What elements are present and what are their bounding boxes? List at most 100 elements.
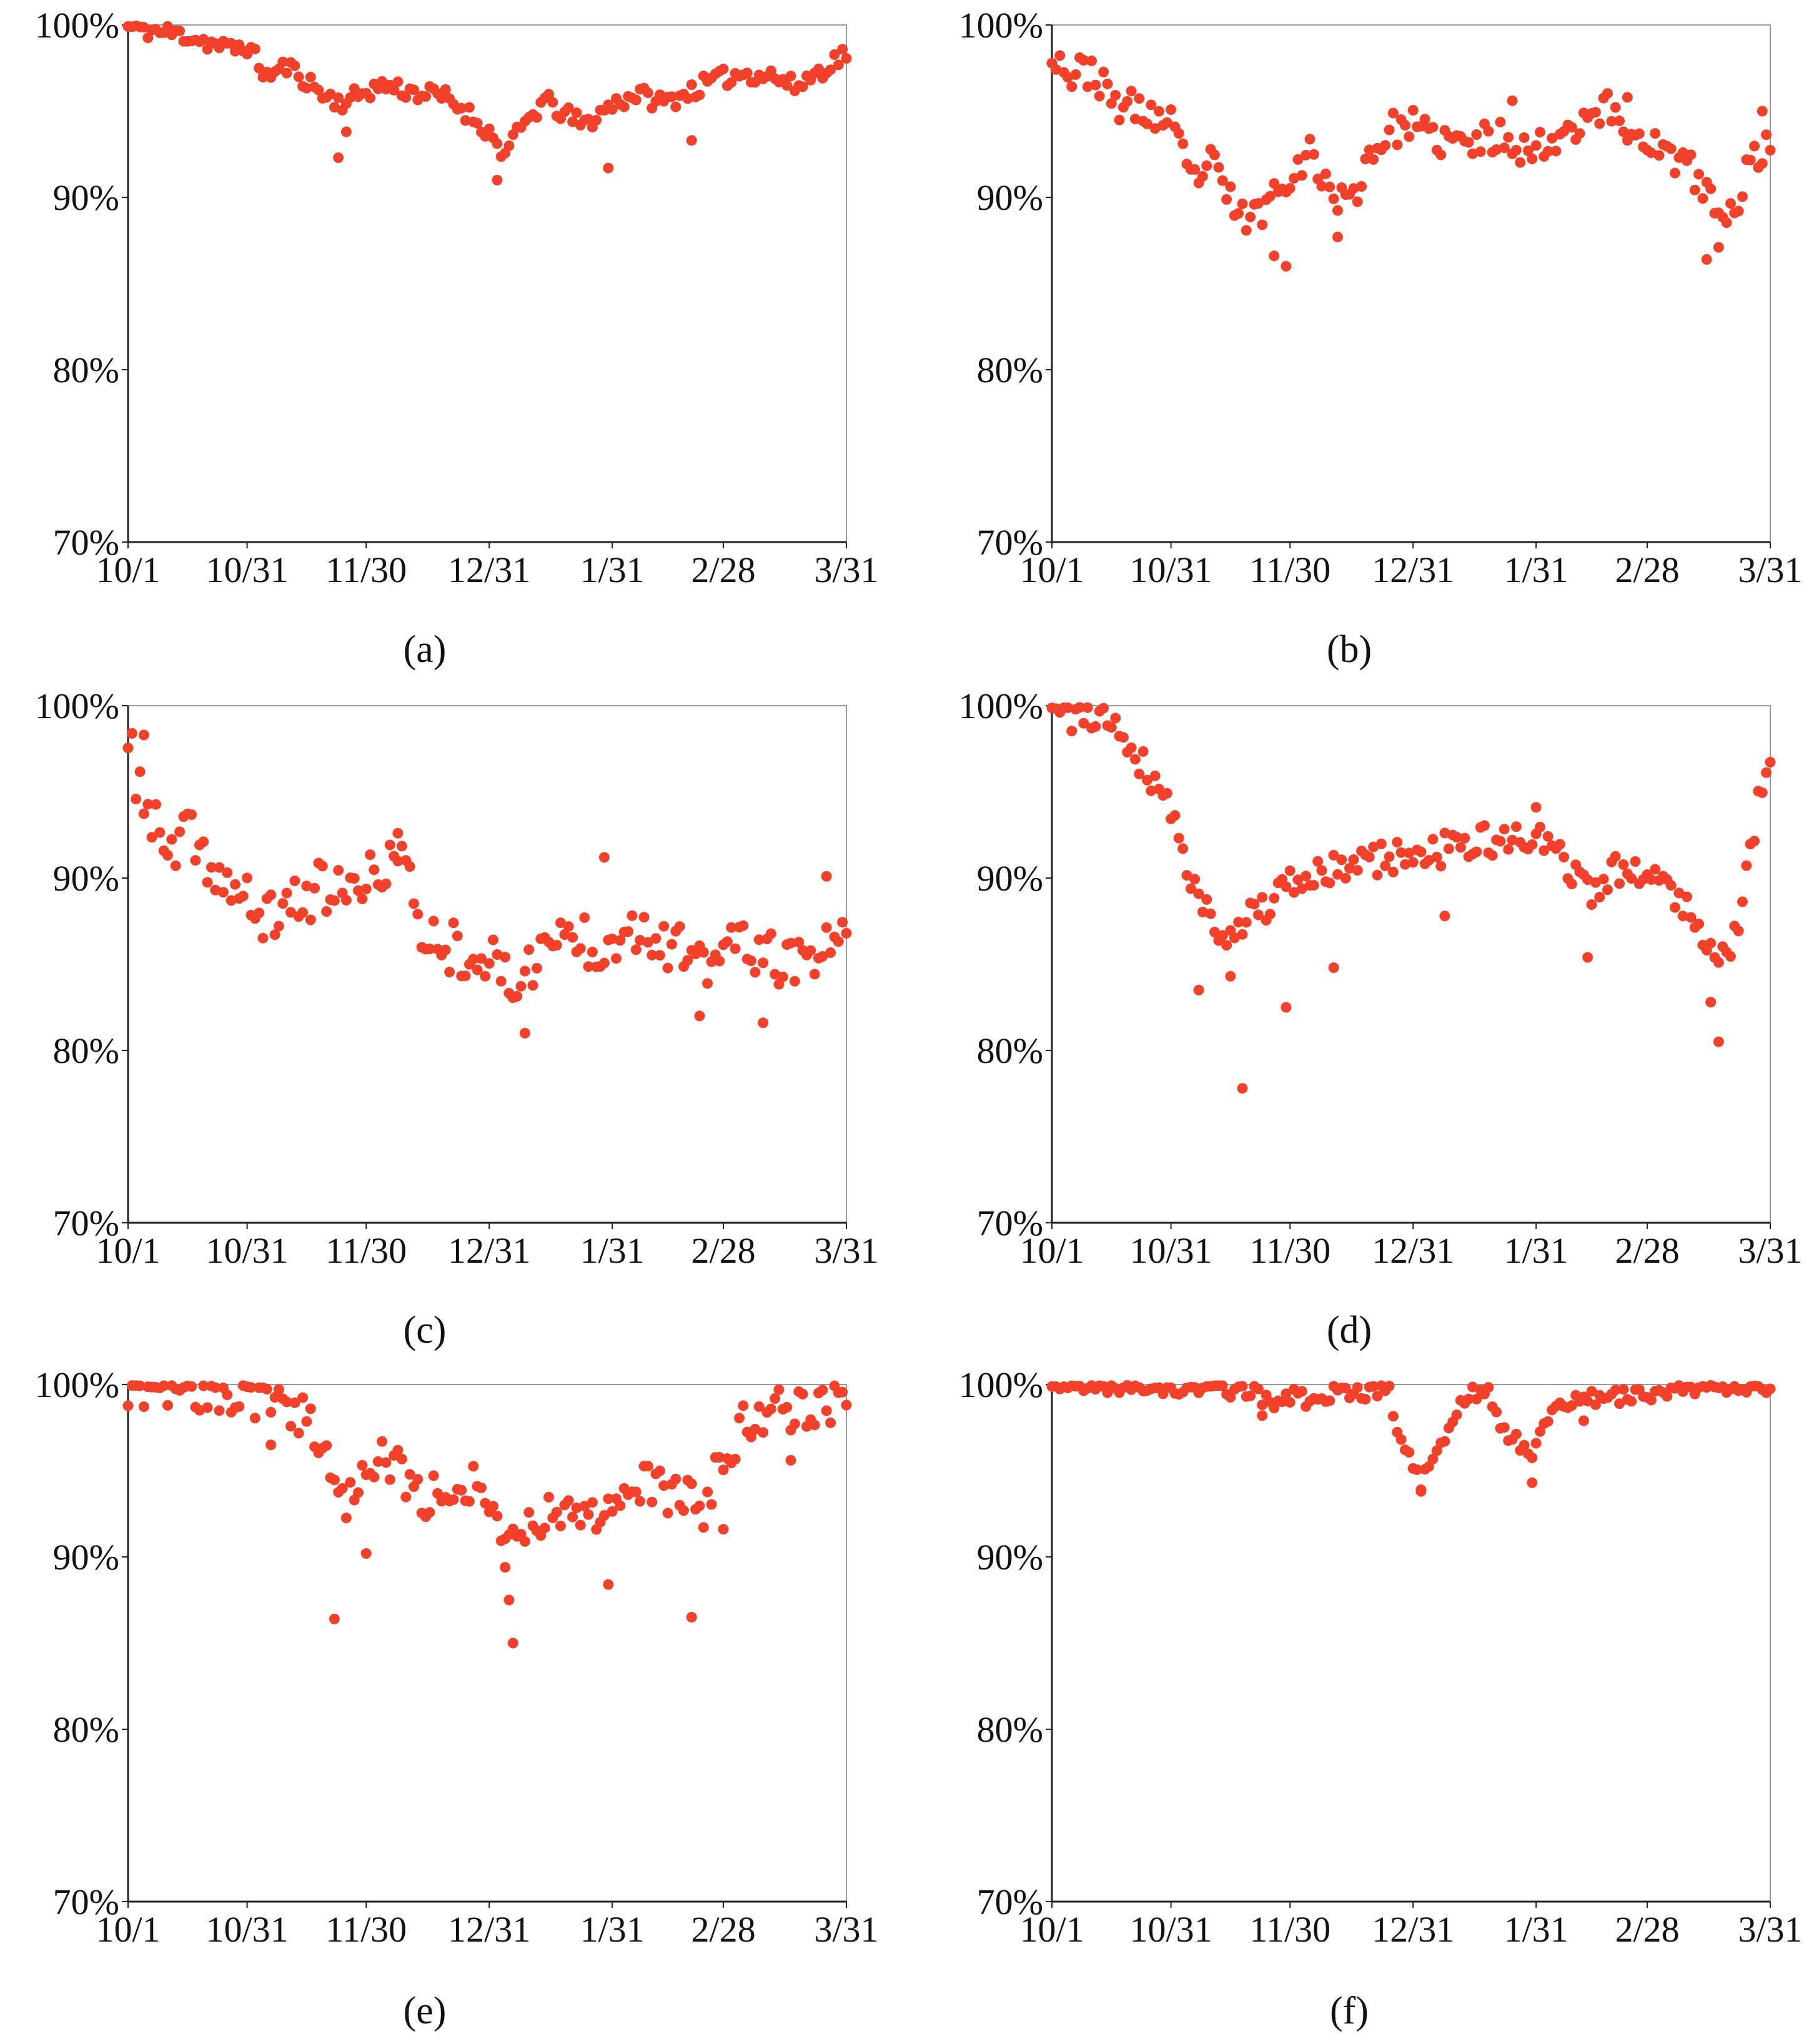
data-point (1082, 81, 1093, 92)
data-point (483, 958, 495, 969)
data-point (583, 114, 594, 125)
data-point (1066, 726, 1078, 737)
data-point (1173, 128, 1184, 139)
data-point (1264, 909, 1276, 920)
data-point (254, 907, 265, 919)
y-tick-label: 100% (959, 686, 1043, 726)
data-point (789, 975, 800, 987)
data-point (1633, 128, 1645, 139)
data-point (519, 1027, 530, 1039)
data-point (817, 951, 828, 962)
data-point (269, 929, 280, 941)
data-point (1677, 911, 1688, 922)
data-point (1665, 880, 1677, 891)
x-tick-label: 10/1 (96, 550, 160, 590)
data-point (463, 1496, 475, 1507)
data-point (1241, 917, 1252, 928)
y-tick-label: 70% (977, 522, 1043, 563)
data-point (1301, 149, 1312, 160)
data-point (765, 65, 776, 76)
data-point (1134, 768, 1145, 779)
x-tick-label: 10/31 (206, 1230, 289, 1271)
data-point (706, 1499, 717, 1510)
data-point (1328, 849, 1339, 861)
data-point (1606, 116, 1617, 127)
data-point (598, 957, 610, 969)
data-point (472, 117, 483, 129)
data-point (575, 943, 586, 954)
x-tick-label: 2/28 (691, 550, 755, 590)
data-point (730, 943, 741, 954)
x-tick-label: 1/31 (1504, 550, 1569, 590)
data-point (1713, 1036, 1724, 1047)
data-point (1360, 1394, 1371, 1405)
data-point (476, 1483, 487, 1493)
data-point (635, 1496, 646, 1507)
data-point (273, 921, 284, 932)
data-point (694, 89, 705, 101)
data-point (1142, 774, 1152, 786)
data-point (714, 1452, 725, 1463)
data-point (400, 1491, 412, 1503)
data-point (753, 934, 765, 945)
data-point (500, 952, 511, 963)
data-point (1308, 880, 1319, 891)
data-point (1252, 198, 1264, 209)
data-point (1316, 180, 1327, 192)
data-point (1237, 198, 1248, 209)
data-point (583, 1509, 594, 1520)
data-point (428, 916, 439, 927)
data-point (1459, 832, 1470, 844)
data-point (357, 893, 368, 904)
data-point (1713, 957, 1724, 968)
data-point (539, 1523, 550, 1534)
data-point (519, 1536, 530, 1547)
data-point (1110, 713, 1121, 724)
data-point (313, 84, 324, 96)
data-point (829, 49, 840, 60)
data-point (1618, 1384, 1629, 1395)
data-point (1149, 770, 1161, 781)
data-point (1336, 854, 1347, 866)
panel-a: (a) 70% 80% 90% 100% 10/1 10/31 11/30 12/31 1/31… (35, 5, 879, 671)
panel-label: (e) (404, 1990, 447, 2032)
data-point (222, 1390, 233, 1400)
data-point (1499, 824, 1510, 835)
data-point (1614, 1398, 1625, 1410)
data-point (797, 1388, 808, 1400)
data-point (721, 936, 733, 947)
data-point (329, 1474, 340, 1486)
data-point (825, 64, 836, 76)
data-point (1566, 122, 1577, 133)
data-point (567, 116, 578, 127)
data-point (460, 970, 471, 982)
data-point (122, 1400, 134, 1411)
data-point (1368, 154, 1379, 165)
data-point (249, 1413, 260, 1424)
data-point (658, 921, 670, 932)
data-point (1431, 1445, 1442, 1456)
data-point (365, 92, 376, 104)
data-point (1689, 184, 1700, 195)
data-point (1527, 154, 1538, 164)
data-point (1086, 56, 1097, 66)
data-point (1098, 66, 1109, 77)
data-point (1154, 106, 1164, 117)
data-point (1749, 141, 1760, 152)
y-tick-label: 90% (977, 177, 1043, 218)
data-point (1475, 146, 1486, 157)
data-point (400, 92, 412, 103)
data-point (650, 933, 662, 944)
data-point (380, 878, 392, 889)
data-point (1324, 1395, 1336, 1406)
data-point (607, 1506, 618, 1517)
data-point (1173, 832, 1184, 844)
data-point (1451, 832, 1462, 842)
data-point (1431, 851, 1442, 862)
data-point (714, 955, 725, 967)
data-point (174, 26, 186, 36)
data-point (202, 877, 213, 888)
y-tick-label: 100% (35, 1365, 119, 1405)
data-point (226, 895, 237, 906)
data-point (1106, 98, 1117, 109)
